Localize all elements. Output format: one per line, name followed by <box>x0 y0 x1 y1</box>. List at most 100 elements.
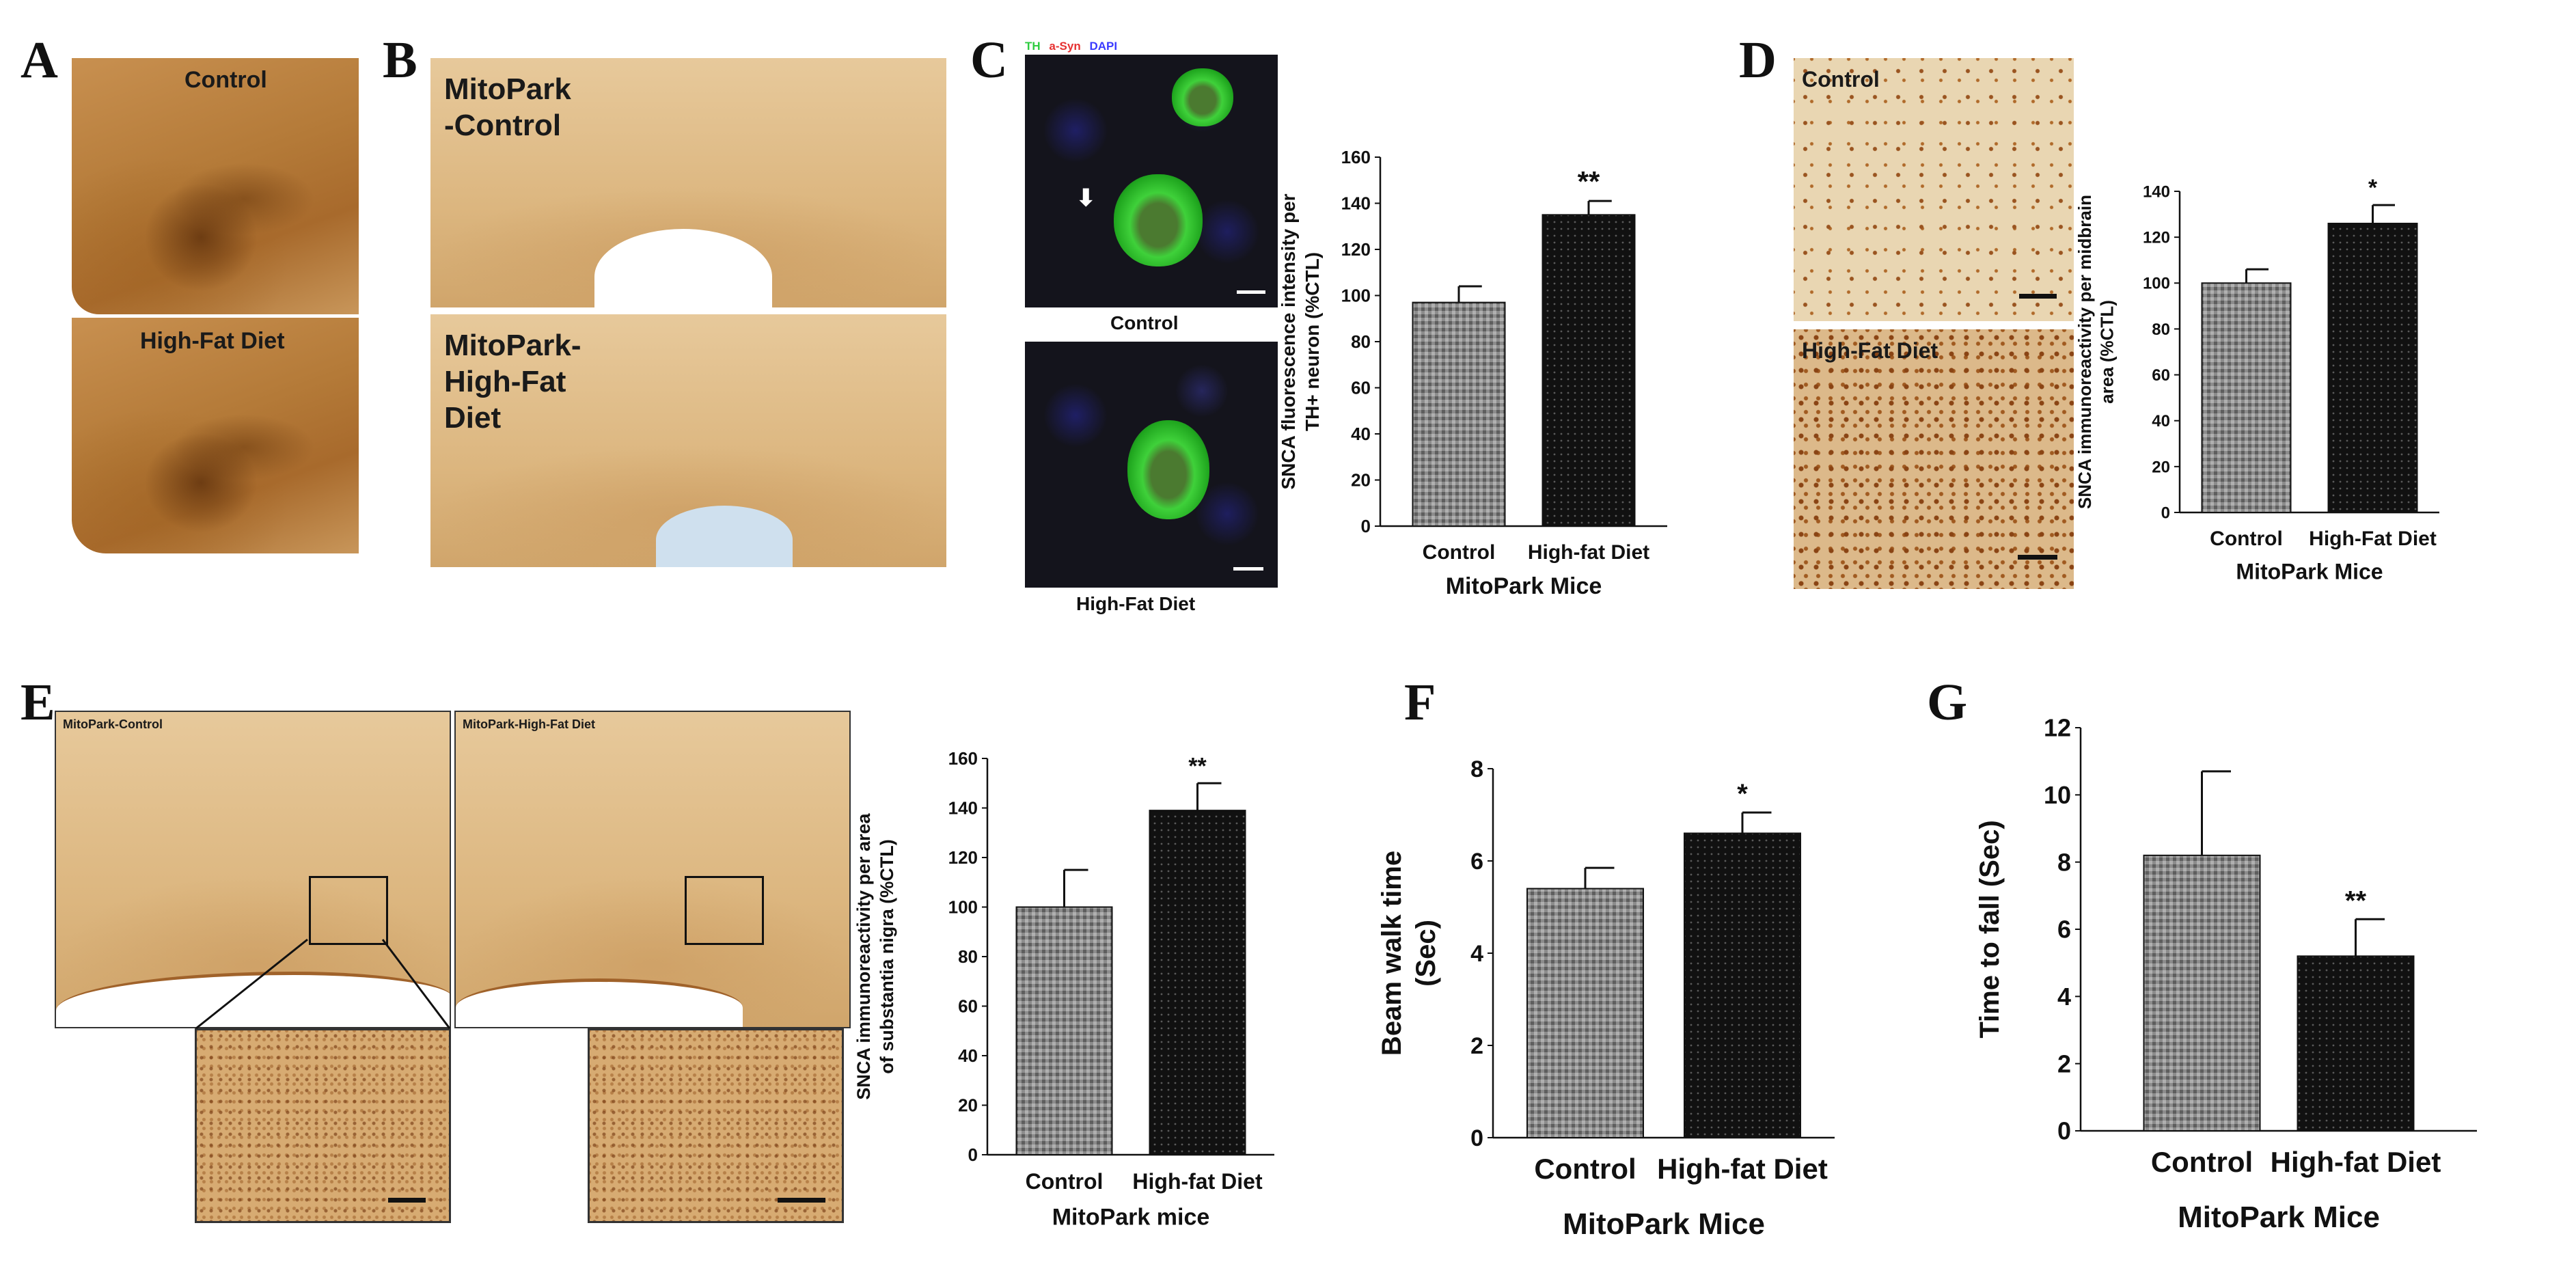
micrograph-e-hfd-label: MitoPark-High-Fat Diet <box>463 717 596 731</box>
neuron-cell <box>1172 68 1233 126</box>
chart-d: 0 20 40 60 80 100 120 140 Control * High-Fat Diet M… <box>2074 130 2556 608</box>
chart-f-svg: 0 2 4 6 8 Control * High-fat Diet MitoPark Mice B… <box>1377 756 1835 1241</box>
y-tick-label: 60 <box>1351 378 1371 398</box>
micrograph-a-hfd-label: High-Fat Diet <box>140 328 285 354</box>
micrograph-b-control: MitoPark -Control <box>430 58 946 307</box>
bar-control <box>1015 906 1113 1155</box>
significance-marker: ** <box>1188 753 1207 779</box>
y-tick-label: 60 <box>958 996 978 1017</box>
y-tick-label: 80 <box>1351 331 1371 352</box>
micrograph-b-control-label: MitoPark -Control <box>444 72 571 142</box>
chart-g-svg: 0 2 4 6 8 10 12 Control ** High-fat Diet MitoPark … <box>1975 714 2477 1234</box>
x-tick-label: High-fat Diet <box>1657 1153 1828 1185</box>
panel-label-g: G <box>1927 674 1968 731</box>
y-tick-label: 60 <box>2152 366 2170 385</box>
y-tick-label: 140 <box>2143 182 2170 201</box>
y-tick-label: 0 <box>2057 1117 2071 1145</box>
y-axis-title: SNCA fluorescence intensity per TH+ neuro… <box>1278 193 1323 489</box>
chart-c: 0 20 40 60 80 100 120 140 160 Control ** High-fat D… <box>1278 102 1742 622</box>
y-axis-title-line: area (%CTL) <box>2097 300 2118 404</box>
chart-c-plot: 0 20 40 60 80 100 120 140 160 Control ** High-fat D… <box>1278 147 1667 599</box>
panel-label-d: D <box>1739 31 1777 89</box>
panel-label-c: C <box>970 31 1008 89</box>
inset-box <box>309 876 388 945</box>
fluorescence-c-control: ⬇ <box>1025 55 1278 307</box>
x-tick-label: High-fat Diet <box>2271 1146 2441 1178</box>
panel-label-a: A <box>20 31 58 89</box>
x-axis-title: MitoPark Mice <box>2178 1201 2380 1234</box>
micrograph-a-hfd: High-Fat Diet <box>72 318 359 553</box>
chart-f: 0 2 4 6 8 Control * High-fat Diet MitoPark Mice B… <box>1373 714 1934 1254</box>
bar-control <box>1412 301 1506 527</box>
micrograph-b-hfd: MitoPark- High-Fat Diet <box>430 314 946 567</box>
y-axis-title-line: of substantia nigra (%CTL) <box>877 839 897 1074</box>
tissue-gap <box>594 229 772 307</box>
micrograph-b-hfd-label: MitoPark- High-Fat Diet <box>444 329 581 435</box>
x-axis-title: MitoPark Mice <box>1563 1207 1765 1241</box>
bar-control <box>2143 854 2261 1132</box>
scale-bar <box>778 1198 825 1203</box>
y-tick-label: 100 <box>1341 286 1371 306</box>
chart-e-plot: 0 20 40 60 80 100 120 140 160 Control ** High-fat D… <box>853 748 1274 1231</box>
y-tick-label: 100 <box>948 897 978 918</box>
micrograph-e-control-inset <box>195 1028 451 1223</box>
tissue-edge <box>456 978 743 1027</box>
stain-th-label: TH <box>1025 40 1041 53</box>
micrograph-e-control-label: MitoPark-Control <box>63 717 163 731</box>
panel-label-b: B <box>383 31 417 89</box>
y-tick-label: 160 <box>1341 147 1371 167</box>
y-axis-title-line: SNCA immunoreactivity per midbrain <box>2074 195 2095 509</box>
micrograph-e-hfd: MitoPark-High-Fat Diet <box>454 711 851 1028</box>
chart-g: 0 2 4 6 8 10 12 Control ** High-fat Diet MitoPark … <box>1968 694 2562 1247</box>
x-tick-label: Control <box>2210 527 2283 550</box>
bar-control <box>2201 282 2292 514</box>
y-tick-label: 140 <box>1341 193 1371 214</box>
y-tick-label: 100 <box>2143 275 2170 293</box>
panel-label-e: E <box>20 674 55 731</box>
stain-legend: TH a-Syn DAPI <box>1025 40 1117 53</box>
x-tick-label: High-fat Diet <box>1132 1169 1263 1194</box>
y-axis-title-line: TH+ neuron (%CTL) <box>1302 252 1323 431</box>
micrograph-e-control: MitoPark-Control <box>55 711 451 1028</box>
significance-marker: ** <box>1578 165 1600 197</box>
panel-label-f: F <box>1404 674 1436 731</box>
y-tick-label: 6 <box>2057 916 2071 944</box>
y-tick-label: 20 <box>958 1095 978 1116</box>
y-tick-label: 80 <box>2152 320 2170 339</box>
bar-high-fat-diet <box>1542 214 1636 527</box>
y-tick-label: 4 <box>2057 983 2071 1011</box>
y-tick-label: 0 <box>1361 516 1371 536</box>
x-axis-title: MitoPark Mice <box>2236 559 2383 584</box>
tissue-gap <box>656 506 793 567</box>
scale-bar <box>1237 290 1265 294</box>
y-tick-label: 120 <box>1341 239 1371 260</box>
chart-d-plot: 0 20 40 60 80 100 120 140 Control * High-Fat Diet M… <box>2074 175 2439 584</box>
neuron-cell <box>1114 174 1203 266</box>
x-tick-label: Control <box>1423 541 1496 564</box>
micrograph-d-hfd: High-Fat Diet <box>1794 329 2074 589</box>
y-axis-title-line: Time to fall (Sec) <box>1975 820 2005 1038</box>
bar-high-fat-diet <box>1684 832 1801 1138</box>
y-tick-label: 40 <box>2152 412 2170 430</box>
bar-control <box>1526 888 1644 1138</box>
y-tick-label: 0 <box>2161 504 2170 522</box>
y-axis-title: SNCA immunoreactivity per area of substan… <box>853 812 897 1099</box>
x-axis-title: MitoPark Mice <box>1446 573 1602 599</box>
fluorescence-c-hfd <box>1025 342 1278 588</box>
y-axis-title: SNCA immunoreactivity per midbrainarea (… <box>2074 195 2118 509</box>
significance-marker: * <box>1737 779 1748 809</box>
fluorescence-c-control-caption: Control <box>1110 312 1179 333</box>
stain-asyn-label: a-Syn <box>1049 40 1081 53</box>
bar-high-fat-diet <box>2297 955 2415 1132</box>
y-tick-label: 0 <box>1470 1125 1483 1151</box>
y-tick-label: 120 <box>2143 229 2170 247</box>
chart-e-svg: 0 20 40 60 80 100 120 140 160 Control ** High-fat D… <box>853 748 1274 1231</box>
x-axis-title: MitoPark mice <box>1052 1205 1210 1231</box>
micrograph-d-control: Control <box>1794 58 2074 321</box>
inset-box <box>685 876 764 945</box>
y-tick-label: 6 <box>1470 849 1483 875</box>
significance-marker: ** <box>2345 886 2367 916</box>
stain-dapi-label: DAPI <box>1089 40 1118 53</box>
x-tick-label: Control <box>2151 1146 2253 1178</box>
chart-e: 0 20 40 60 80 100 120 140 160 Control ** High-fat D… <box>851 704 1411 1250</box>
